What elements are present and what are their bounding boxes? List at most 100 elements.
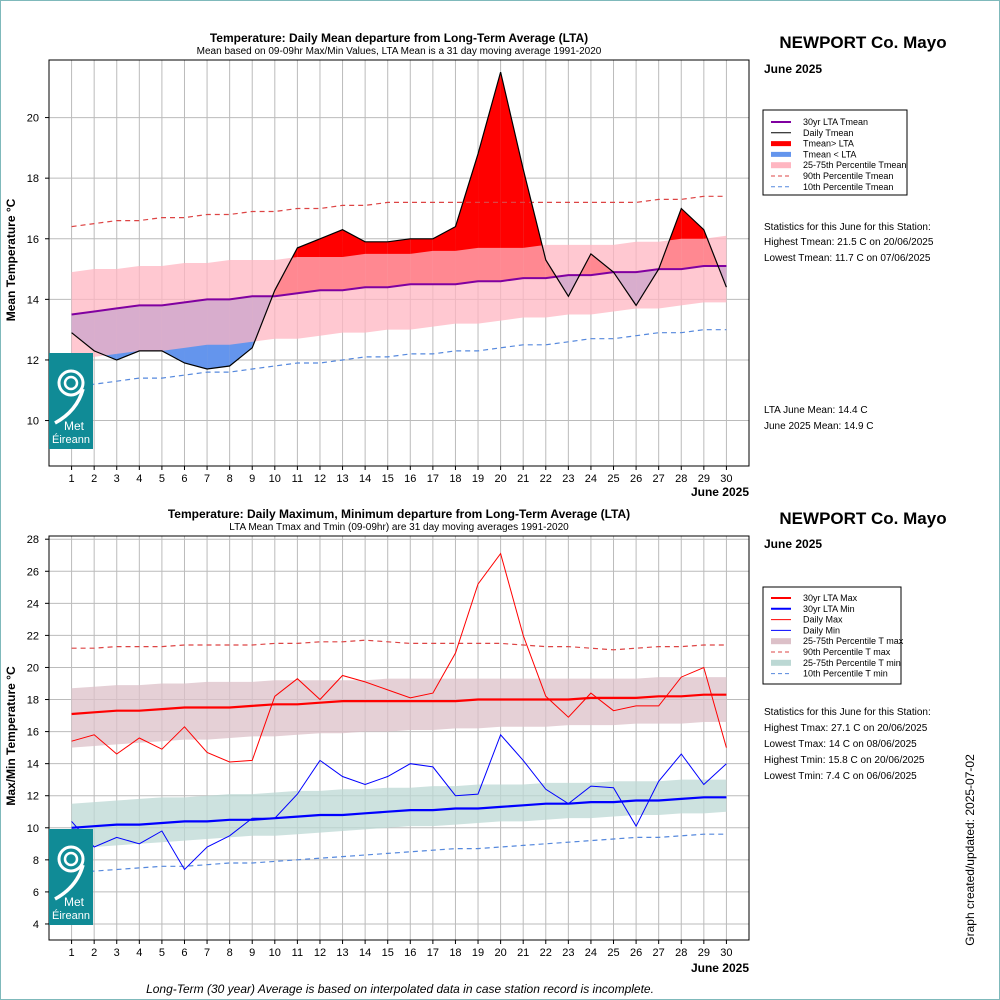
percentile-25-75-tmin-band: [71, 779, 727, 849]
chart1-legend-item-label: 30yr LTA Tmean: [803, 117, 868, 127]
chart2-stats-highest-tmax: Highest Tmax: 27.1 C on 20/06/2025: [764, 723, 928, 734]
chart2-x-tick-label: 8: [227, 947, 233, 959]
p90-mean-line: [71, 195, 727, 228]
chart1-y-tick-label: 14: [27, 294, 39, 306]
logo-tail-icon: [54, 864, 85, 901]
chart1-y-tick-label: 18: [27, 173, 39, 185]
chart1-station: NEWPORT Co. Mayo: [779, 33, 946, 52]
chart2-x-tick-label: 29: [698, 947, 710, 959]
chart2-x-tick-label: 20: [494, 947, 506, 959]
chart2-x-tick-label: 6: [181, 947, 187, 959]
chart1-x-tick-label: 8: [227, 473, 233, 485]
chart2-x-tick-label: 14: [359, 947, 371, 959]
chart1-plot-area: [71, 71, 727, 388]
chart2-legend-item-swatch: [771, 659, 791, 666]
chart2-legend-item-label: 30yr LTA Max: [803, 593, 858, 603]
chart2-xlabel: June 2025: [691, 961, 749, 975]
chart1-title: Temperature: Daily Mean departure from L…: [210, 31, 588, 45]
chart2-x-tick-label: 2: [91, 947, 97, 959]
chart1-legend-item-label: 25-75th Percentile Tmean: [803, 160, 906, 170]
lta-max-line: [71, 693, 727, 716]
chart1-statistics: Statistics for this June for this Statio…: [764, 222, 934, 432]
chart1-legend-item-label: 90th Percentile Tmean: [803, 171, 893, 181]
chart2-y-tick-label: 8: [33, 855, 39, 867]
chart2-x-tick-label: 9: [249, 947, 255, 959]
chart1-y-tick-label: 12: [27, 355, 39, 367]
graph-updated-note: Graph created/updated: 2025-07-02: [963, 754, 977, 946]
chart1-axes: 1 2 3 4 5 6 7 8 9 10 11 12 13 14 15 16 17 18 19 20 21 22 23 24 2…: [27, 59, 750, 485]
chart2-station: NEWPORT Co. Mayo: [779, 509, 946, 528]
chart1-x-tick-label: 22: [540, 473, 552, 485]
chart2-y-tick-label: 4: [33, 919, 39, 931]
footer-note: Long-Term (30 year) Average is based on …: [146, 982, 654, 996]
chart2-y-tick-label: 16: [27, 727, 39, 739]
chart2-x-tick-label: 16: [404, 947, 416, 959]
chart2-legend-item-label: 30yr LTA Min: [803, 604, 855, 614]
chart2-legend-item-label: 10th Percentile T min: [803, 669, 888, 679]
chart1-x-tick-label: 7: [204, 473, 210, 485]
chart2-y-tick-label: 14: [27, 759, 39, 771]
chart1-x-tick-label: 24: [585, 473, 597, 485]
p10-mean-line: [71, 329, 727, 388]
chart1-x-tick-label: 20: [494, 473, 506, 485]
daily-mean-line: [71, 71, 727, 370]
chart2-y-tick-label: 22: [27, 630, 39, 642]
chart2-legend-item-label: Daily Max: [803, 615, 843, 625]
chart2-x-tick-label: 24: [585, 947, 597, 959]
p90-tmax-line: [71, 639, 727, 651]
chart2-ylabel: Max/Min Temperature °C: [4, 666, 18, 806]
chart2-x-tick-label: 5: [159, 947, 165, 959]
chart2-y-tick-label: 12: [27, 791, 39, 803]
chart1-legend-item-swatch: [771, 162, 791, 169]
chart2-axes-frame: [48, 535, 750, 941]
logo-text-met: Met: [64, 895, 85, 909]
chart2-x-tick-label: 23: [562, 947, 574, 959]
chart1-y-tick-label: 16: [27, 234, 39, 246]
chart2-stats-heading: Statistics for this June for this Statio…: [764, 707, 931, 718]
chart2-x-tick-label: 13: [336, 947, 348, 959]
logo-swirl-inner-icon: [63, 375, 79, 391]
chart2-x-tick-label: 25: [607, 947, 619, 959]
chart1-ylabel: Mean Temperature °C: [4, 198, 18, 321]
chart1-x-tick-label: 18: [449, 473, 461, 485]
daily-max-line: [71, 552, 727, 763]
logo-text-met: Met: [64, 419, 85, 433]
chart1-x-tick-label: 5: [159, 473, 165, 485]
chart2-stats-lowest-tmin: Lowest Tmin: 7.4 C on 06/06/2025: [764, 771, 917, 782]
chart2-x-tick-label: 7: [204, 947, 210, 959]
chart1-x-tick-label: 29: [698, 473, 710, 485]
daily-min-line: [71, 733, 727, 871]
chart1-x-tick-label: 15: [382, 473, 394, 485]
chart1-x-tick-label: 21: [517, 473, 529, 485]
chart1-x-tick-label: 12: [314, 473, 326, 485]
chart2-legend-item-label: 25-75th Percentile T min: [803, 658, 901, 668]
chart2-x-tick-label: 4: [136, 947, 142, 959]
chart2-y-tick-label: 26: [27, 566, 39, 578]
logo-text-eireann: Éireann: [52, 433, 90, 446]
chart1-x-tick-label: 26: [630, 473, 642, 485]
chart1-month: June 2025: [764, 62, 822, 76]
chart1-lta-mean: LTA June Mean: 14.4 C: [764, 405, 868, 416]
chart1-month-mean: June 2025 Mean: 14.9 C: [764, 421, 874, 432]
chart2-y-tick-label: 20: [27, 662, 39, 674]
chart2-x-tick-label: 27: [653, 947, 665, 959]
chart1-x-tick-label: 23: [562, 473, 574, 485]
chart2-x-tick-label: 21: [517, 947, 529, 959]
chart1-x-tick-label: 11: [292, 473, 303, 485]
logo-background: [49, 353, 93, 449]
above-lta-fill: [500, 72, 524, 282]
chart2-stats-lowest-tmax: Lowest Tmax: 14 C on 08/06/2025: [764, 739, 917, 750]
chart1-x-tick-label: 10: [269, 473, 281, 485]
chart1-x-tick-label: 3: [114, 473, 120, 485]
chart1-x-tick-label: 13: [336, 473, 348, 485]
logo-tail-icon: [54, 388, 85, 425]
logo-swirl-icon: [57, 845, 85, 873]
chart2-legend-box: [762, 586, 902, 685]
chart2-legend-item-label: 25-75th Percentile T max: [803, 636, 904, 646]
chart2-x-tick-label: 28: [675, 947, 687, 959]
chart2-x-tick-label: 12: [314, 947, 326, 959]
logo-text-eireann: Éireann: [52, 909, 90, 922]
chart2-x-tick-label: 30: [720, 947, 732, 959]
